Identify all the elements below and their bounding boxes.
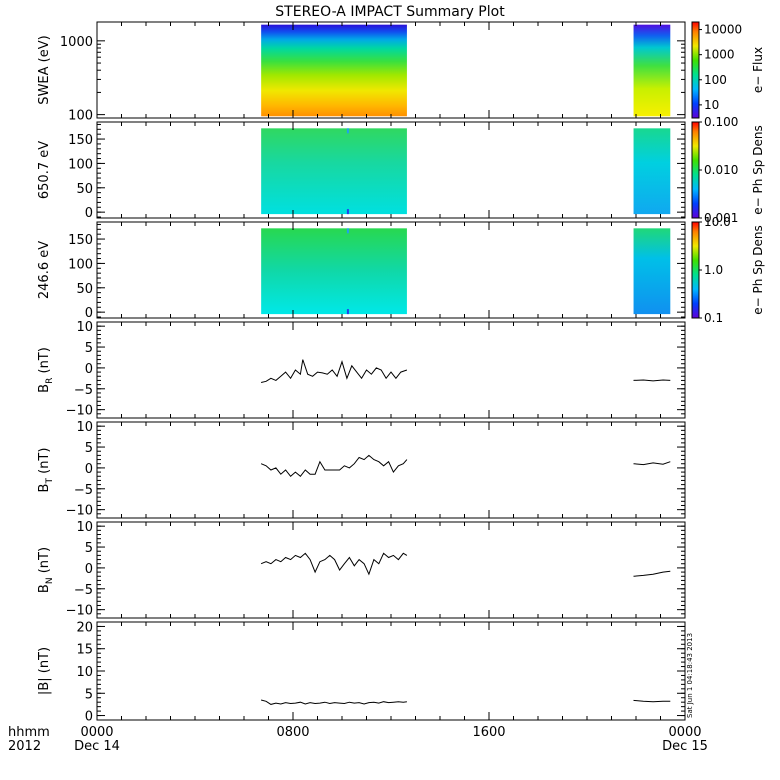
series-line xyxy=(633,699,671,703)
colorbar-tick-label: 10.0 xyxy=(704,215,731,229)
colorbar-label: e− Flux xyxy=(751,47,765,93)
y-tick-label: −5 xyxy=(74,383,93,398)
x-tick-date-label: Dec 14 xyxy=(74,739,120,754)
panel-bt: −10 −5 0 5 10 BT (nT) xyxy=(37,420,686,519)
y-tick-label: 0 xyxy=(85,462,93,477)
y-tick-label: 1000 xyxy=(60,35,93,50)
colorbar-label: e− Ph Sp Dens xyxy=(751,225,765,314)
y-tick-label: 15 xyxy=(76,643,93,658)
panel-frame xyxy=(96,421,686,519)
panel-bmag: 0 5 10 15 20 |B| (nT) xyxy=(37,620,686,725)
colorbar-tick-label: 0.1 xyxy=(704,311,723,325)
x-axis-row1-label: hhmm xyxy=(8,725,50,740)
y-tick-label: 5 xyxy=(85,687,93,702)
colorbar-tick-label: 10 xyxy=(704,98,719,112)
y-tick-label: −10 xyxy=(66,404,93,419)
panel-pad650: 0.001 0.010 0.100 e− Ph Sp Dens 0 50 100 150 650… xyxy=(37,115,765,225)
y-tick-label: 0 xyxy=(85,206,93,221)
y-tick-label: −10 xyxy=(66,604,93,619)
x-tick-date-label: Dec 15 xyxy=(662,739,708,754)
colorbar-tick-label: 0.010 xyxy=(704,163,738,177)
y-axis-label-unit: (nT) xyxy=(37,347,52,377)
y-tick-label: 0 xyxy=(85,362,93,377)
colorbar-tick-label: 10000 xyxy=(704,23,742,37)
print-stamp: Sat Jun 1 04:18:43 2013 xyxy=(686,633,694,718)
y-tick-label: 150 xyxy=(68,233,93,248)
y-tick-label: −5 xyxy=(74,483,93,498)
y-axis-label: BR (nT) xyxy=(37,347,55,393)
y-tick-label: 100 xyxy=(68,257,93,272)
y-tick-label: 150 xyxy=(68,133,93,148)
panel-br: −10 −5 0 5 10 BR (nT) xyxy=(37,320,686,419)
chart-title: STEREO-A IMPACT Summary Plot xyxy=(275,4,505,20)
y-tick-label: 100 xyxy=(68,157,93,172)
y-axis-label: SWEA (eV) xyxy=(37,35,52,104)
series-line xyxy=(633,570,671,577)
y-tick-label: −5 xyxy=(74,583,93,598)
x-tick-time-label: 1600 xyxy=(472,725,505,740)
y-tick-label: 10 xyxy=(76,520,93,535)
x-tick-time-label: 0000 xyxy=(80,725,113,740)
y-tick-label: 50 xyxy=(76,182,93,197)
y-tick-label: 5 xyxy=(85,541,93,556)
y-axis-label: BT (nT) xyxy=(37,448,55,493)
colorbar-tick-label: 0.001 xyxy=(704,211,738,225)
colorbar-label: e− Ph Sp Dens xyxy=(751,125,765,214)
x-tick-time-label: 0800 xyxy=(276,725,309,740)
y-axis-label: BN (nT) xyxy=(37,547,55,593)
y-tick-label: 10 xyxy=(76,320,93,335)
y-tick-label: 20 xyxy=(76,620,93,635)
colorbar xyxy=(691,21,700,119)
y-tick-label: 100 xyxy=(68,109,93,124)
y-tick-label: −10 xyxy=(66,504,93,519)
heatmap-spike xyxy=(346,128,349,134)
y-tick-label: 0 xyxy=(85,710,93,725)
panel-frame xyxy=(96,321,686,419)
heatmap-spike xyxy=(346,209,349,215)
series-line xyxy=(633,379,671,382)
y-axis-label-unit: (nT) xyxy=(37,547,52,577)
series-line xyxy=(633,461,671,466)
y-axis-label-unit: (nT) xyxy=(37,448,52,478)
colorbar xyxy=(691,221,700,319)
y-tick-label: 0 xyxy=(85,306,93,321)
y-axis-label: 246.6 eV xyxy=(37,241,52,299)
x-axis-row2-label: 2012 xyxy=(8,739,41,754)
y-tick-label: 10 xyxy=(76,420,93,435)
heatmap-spike xyxy=(346,228,349,234)
y-axis-label-sub: N xyxy=(45,577,55,584)
series-line xyxy=(260,454,408,478)
y-tick-label: 10 xyxy=(76,665,93,680)
heatmap-block xyxy=(261,128,407,215)
heatmap-block xyxy=(261,228,407,315)
series-line xyxy=(260,359,408,383)
series-line xyxy=(260,699,407,705)
colorbar xyxy=(691,121,700,219)
colorbar-tick-label: 100 xyxy=(704,73,727,87)
colorbar-tick-label: 0.100 xyxy=(704,115,738,129)
colorbar-tick-label: 1.0 xyxy=(704,263,723,277)
y-tick-label: 50 xyxy=(76,282,93,297)
series-line xyxy=(260,552,408,576)
y-axis-label-sub: T xyxy=(45,478,55,485)
y-tick-label: 5 xyxy=(85,341,93,356)
y-axis-label: |B| (nT) xyxy=(37,647,52,695)
panel-frame xyxy=(96,621,686,721)
panel-bn: −10 −5 0 5 10 BN (nT) xyxy=(37,520,686,619)
heatmap-block xyxy=(261,24,407,117)
panel-pad246: 0.1 1.0 10.0 e− Ph Sp Dens 0 50 100 150 246.6 eV xyxy=(37,215,765,325)
x-tick-time-label: 0000 xyxy=(668,725,701,740)
heatmap-spike xyxy=(346,309,349,315)
heatmap-block xyxy=(633,228,671,315)
y-axis-label: 650.7 eV xyxy=(37,141,52,199)
y-tick-label: 0 xyxy=(85,562,93,577)
panel-frame xyxy=(96,521,686,619)
heatmap-block xyxy=(633,128,671,215)
colorbar-tick-label: 1000 xyxy=(704,48,735,62)
heatmap-block xyxy=(633,24,671,117)
y-axis-label-sub: R xyxy=(45,378,55,384)
panel-swea: 10 100 1000 10000 e− Flux 100 1000 SWEA (eV) xyxy=(37,21,765,124)
y-tick-label: 5 xyxy=(85,441,93,456)
